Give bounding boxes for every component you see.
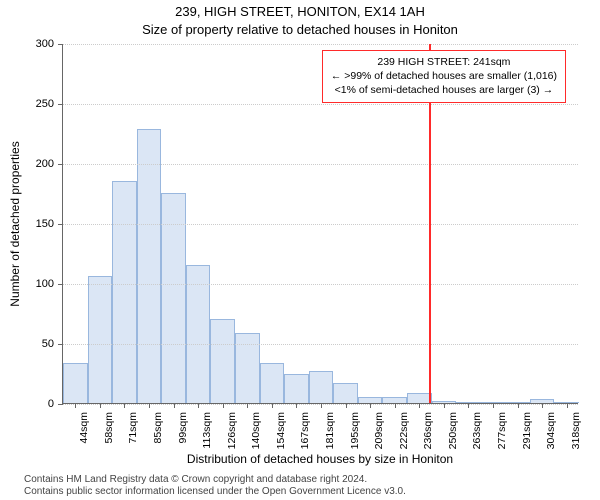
xtick-label: 236sqm bbox=[422, 412, 434, 449]
xtick-mark bbox=[419, 403, 420, 408]
bar bbox=[88, 276, 113, 403]
xtick-mark bbox=[493, 403, 494, 408]
xtick-label: 167sqm bbox=[299, 412, 311, 449]
ytick-label: 200 bbox=[36, 158, 54, 170]
ytick-mark bbox=[58, 404, 63, 405]
xtick-label: 181sqm bbox=[324, 412, 336, 449]
ytick-label: 150 bbox=[36, 218, 54, 230]
legend-line-3: <1% of semi-detached houses are larger (… bbox=[331, 83, 557, 97]
gridline bbox=[63, 284, 578, 285]
xtick-mark bbox=[395, 403, 396, 408]
bar bbox=[63, 363, 88, 403]
xtick-label: 99sqm bbox=[177, 412, 189, 444]
plot-area: 44sqm58sqm71sqm85sqm99sqm113sqm126sqm140… bbox=[62, 44, 578, 404]
xtick-label: 250sqm bbox=[447, 412, 459, 449]
bar bbox=[309, 371, 334, 403]
chart-title-main: 239, HIGH STREET, HONITON, EX14 1AH bbox=[0, 4, 600, 19]
xtick-label: 195sqm bbox=[349, 412, 361, 449]
xtick-mark bbox=[100, 403, 101, 408]
ytick-mark bbox=[58, 344, 63, 345]
ytick-mark bbox=[58, 284, 63, 285]
gridline bbox=[63, 164, 578, 165]
xtick-mark bbox=[567, 403, 568, 408]
xtick-mark bbox=[468, 403, 469, 408]
xtick-mark bbox=[296, 403, 297, 408]
xtick-mark bbox=[75, 403, 76, 408]
bar bbox=[210, 319, 235, 403]
xtick-mark bbox=[247, 403, 248, 408]
legend-box: 239 HIGH STREET: 241sqm ← >99% of detach… bbox=[322, 50, 566, 103]
xtick-mark bbox=[321, 403, 322, 408]
chart-container: 239, HIGH STREET, HONITON, EX14 1AH Size… bbox=[0, 0, 600, 500]
xtick-label: 58sqm bbox=[103, 412, 115, 444]
xtick-label: 126sqm bbox=[226, 412, 238, 449]
xtick-mark bbox=[542, 403, 543, 408]
xtick-mark bbox=[223, 403, 224, 408]
xtick-label: 154sqm bbox=[275, 412, 287, 449]
xtick-label: 318sqm bbox=[570, 412, 582, 449]
bar bbox=[284, 374, 309, 403]
footer-line-1: Contains HM Land Registry data © Crown c… bbox=[24, 474, 406, 486]
legend-line-1: 239 HIGH STREET: 241sqm bbox=[331, 55, 557, 69]
ytick-label: 0 bbox=[48, 398, 54, 410]
xtick-mark bbox=[346, 403, 347, 408]
ytick-mark bbox=[58, 164, 63, 165]
xtick-mark bbox=[518, 403, 519, 408]
gridline bbox=[63, 104, 578, 105]
legend-line-2: ← >99% of detached houses are smaller (1… bbox=[331, 69, 557, 83]
bar bbox=[137, 129, 162, 403]
xtick-mark bbox=[124, 403, 125, 408]
xtick-label: 140sqm bbox=[250, 412, 262, 449]
xtick-label: 277sqm bbox=[496, 412, 508, 449]
xtick-label: 263sqm bbox=[471, 412, 483, 449]
footer-line-2: Contains public sector information licen… bbox=[24, 486, 406, 498]
xtick-mark bbox=[444, 403, 445, 408]
xtick-label: 85sqm bbox=[152, 412, 164, 444]
gridline bbox=[63, 344, 578, 345]
xtick-mark bbox=[198, 403, 199, 408]
xtick-label: 71sqm bbox=[127, 412, 139, 444]
ytick-label: 100 bbox=[36, 278, 54, 290]
xtick-label: 44sqm bbox=[78, 412, 90, 444]
xtick-mark bbox=[174, 403, 175, 408]
ytick-label: 50 bbox=[42, 338, 54, 350]
xtick-label: 291sqm bbox=[521, 412, 533, 449]
xtick-label: 209sqm bbox=[373, 412, 385, 449]
bar bbox=[333, 383, 358, 403]
ytick-mark bbox=[58, 44, 63, 45]
xtick-mark bbox=[272, 403, 273, 408]
bar bbox=[186, 265, 211, 403]
xtick-mark bbox=[370, 403, 371, 408]
gridline bbox=[63, 224, 578, 225]
xtick-label: 222sqm bbox=[398, 412, 410, 449]
x-axis-label: Distribution of detached houses by size … bbox=[62, 452, 578, 466]
gridline bbox=[63, 44, 578, 45]
bar bbox=[260, 363, 285, 403]
ytick-mark bbox=[58, 224, 63, 225]
ytick-mark bbox=[58, 104, 63, 105]
ytick-label: 250 bbox=[36, 98, 54, 110]
bar bbox=[112, 181, 137, 403]
xtick-label: 304sqm bbox=[545, 412, 557, 449]
chart-title-sub: Size of property relative to detached ho… bbox=[0, 22, 600, 37]
xtick-label: 113sqm bbox=[201, 412, 213, 449]
xtick-mark bbox=[149, 403, 150, 408]
ytick-label: 300 bbox=[36, 38, 54, 50]
y-axis-label: Number of detached properties bbox=[8, 141, 22, 306]
footer: Contains HM Land Registry data © Crown c… bbox=[24, 474, 406, 498]
